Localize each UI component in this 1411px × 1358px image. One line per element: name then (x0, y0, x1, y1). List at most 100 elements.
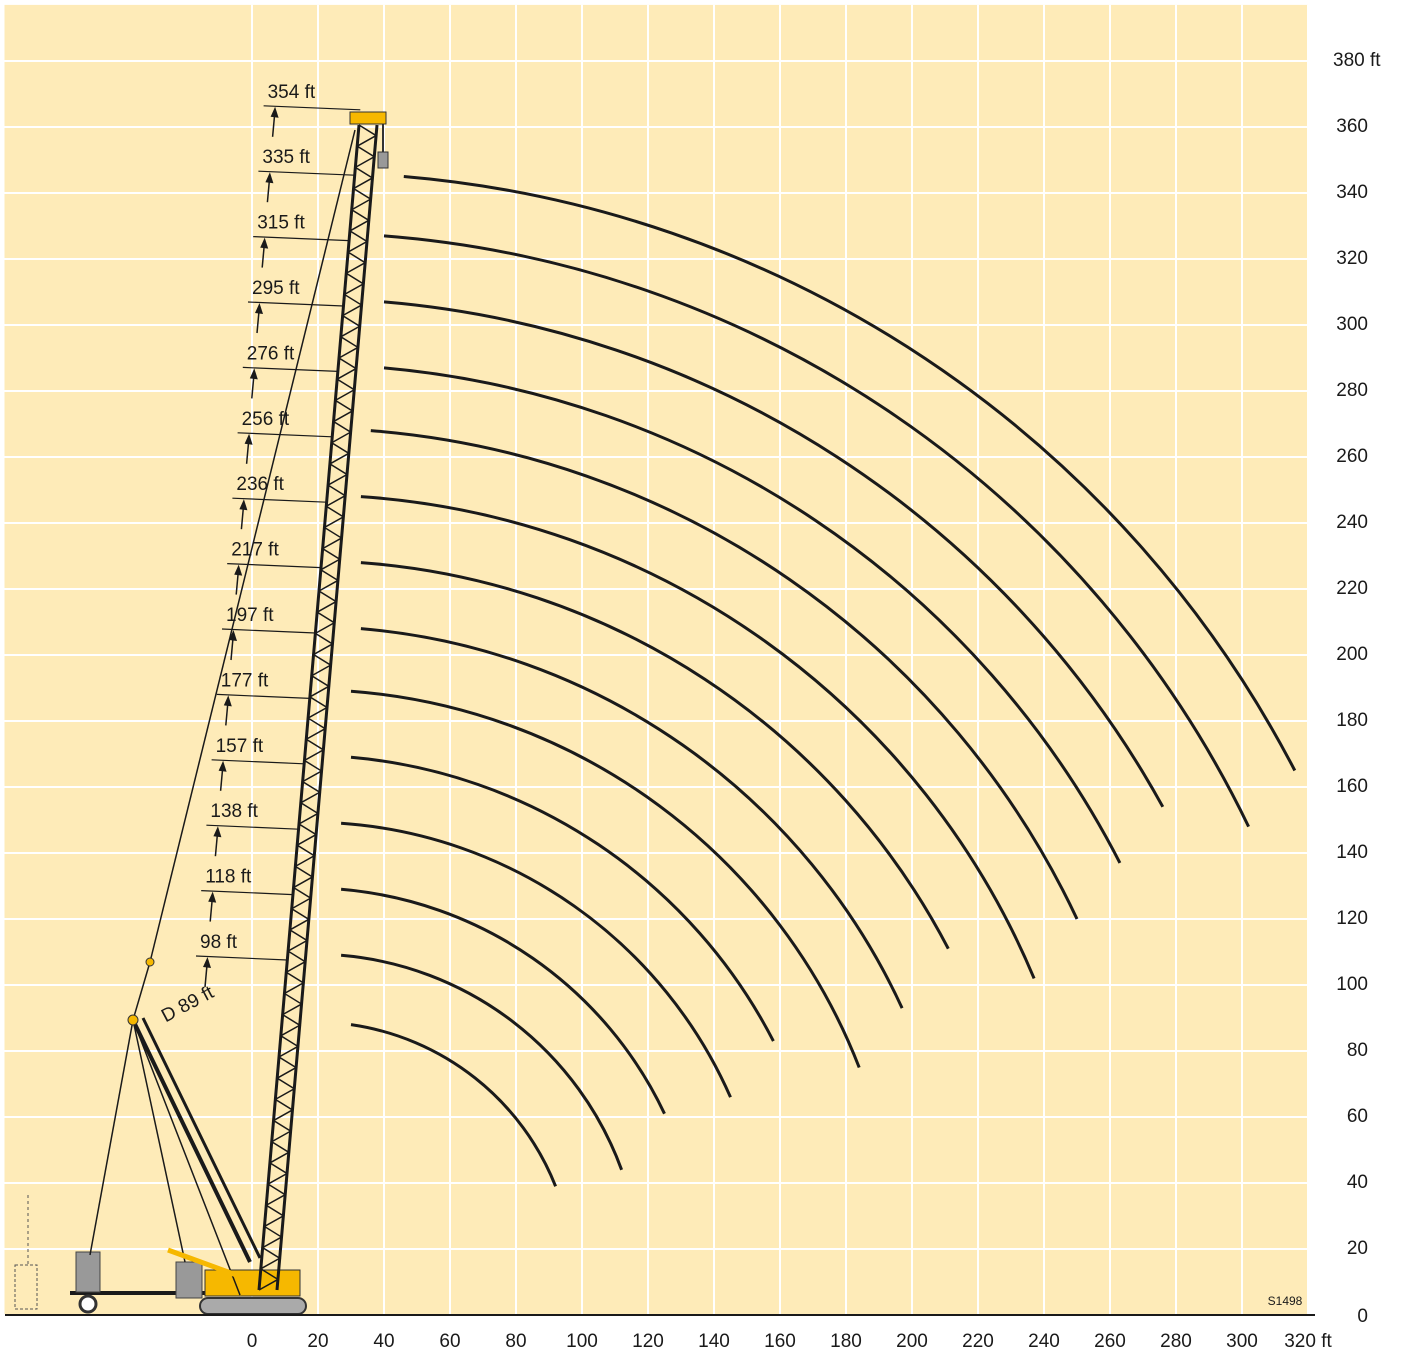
leader-line (211, 759, 305, 765)
x-tick-label: 260 (1094, 1331, 1126, 1352)
y-tick-label: 60 (1347, 1106, 1368, 1127)
arrow-head (234, 564, 243, 576)
boom-length-label: 157 ft (216, 736, 264, 757)
arrow (261, 245, 265, 268)
y-tick-label: 240 (1336, 512, 1368, 533)
arrow (230, 637, 234, 661)
arrow (204, 964, 208, 988)
y-tick-label: 360 (1336, 116, 1368, 137)
boom-length-label: 315 ft (257, 213, 305, 234)
arrow (219, 768, 224, 791)
x-tick-label: 0 (247, 1331, 258, 1352)
arrow (245, 441, 250, 464)
arrow-head (239, 499, 248, 511)
working-range-arc (403, 175, 1297, 772)
leader-line (221, 628, 316, 634)
hook-block (377, 151, 389, 169)
arrow (214, 834, 219, 857)
arrow-head (244, 433, 253, 445)
working-range-arc (370, 429, 1079, 920)
x-tick-label: 120 (632, 1331, 664, 1352)
arrow-head (203, 957, 211, 968)
y-tick-label: 40 (1347, 1172, 1368, 1193)
arrow (251, 376, 255, 399)
mast-head (127, 1014, 139, 1026)
arrow (240, 507, 245, 530)
y-tick-label: 180 (1336, 710, 1368, 731)
pendant (89, 1019, 134, 1256)
arrow-head (255, 303, 263, 314)
arrow-head (213, 826, 222, 838)
arrow-head (218, 760, 227, 772)
plot-background (4, 4, 1308, 1315)
boom-length-label: 197 ft (226, 605, 274, 626)
pendant (132, 1019, 186, 1263)
x-tick-label: 200 (896, 1331, 928, 1352)
x-tick-label: 180 (830, 1331, 862, 1352)
y-tick-label: 380 ft (1333, 50, 1381, 71)
working-range-arc (360, 627, 904, 1009)
x-tick-label: 60 (439, 1331, 460, 1352)
derrick-mast (141, 1017, 262, 1259)
leader-line (263, 105, 361, 111)
x-tick-label: 20 (307, 1331, 328, 1352)
arrow (271, 114, 276, 137)
drawing-code: S1498 (1268, 1294, 1303, 1308)
pendant (132, 961, 151, 1021)
leader-line (237, 432, 333, 438)
boom-length-label: 335 ft (262, 147, 310, 168)
leader-line (242, 366, 338, 372)
working-range-arc (383, 366, 1122, 864)
crawler (199, 1297, 307, 1315)
boom (257, 124, 379, 1291)
boom-length-label: 295 ft (252, 278, 300, 299)
boom-length-label: 98 ft (200, 932, 238, 953)
working-range-arc (350, 689, 861, 1069)
leader-line (206, 824, 299, 830)
y-tick-label: 280 (1336, 380, 1368, 401)
arrow-head (265, 172, 274, 184)
working-range-arc (340, 821, 732, 1098)
pendant (149, 129, 356, 963)
x-tick-label: 80 (505, 1331, 526, 1352)
x-tick-label: 40 (373, 1331, 394, 1352)
boom-length-label: 138 ft (210, 801, 258, 822)
boom-length-label: 354 ft (268, 82, 316, 103)
y-tick-label: 340 (1336, 182, 1368, 203)
working-range-arc (383, 234, 1250, 828)
x-tick-label: 320 ft (1284, 1331, 1332, 1352)
pendant (132, 1019, 241, 1296)
arrow-head (229, 630, 237, 641)
upper-carriage (204, 1269, 301, 1297)
boom-lattice (258, 124, 378, 1291)
counterweight (75, 1251, 101, 1293)
leader-line (258, 170, 355, 176)
leader-line (201, 890, 293, 896)
y-tick-label: 160 (1336, 776, 1368, 797)
working-ranges (340, 175, 1297, 1187)
working-range-arc (350, 755, 775, 1042)
y-tick-label: 120 (1336, 908, 1368, 929)
working-range-arc (383, 300, 1165, 808)
crane (14, 111, 389, 1315)
y-tick-label: 200 (1336, 644, 1368, 665)
arrow-head (260, 237, 269, 249)
y-tick-label: 300 (1336, 314, 1368, 335)
y-tick-label: 80 (1347, 1040, 1368, 1061)
arrow-head (223, 695, 232, 707)
x-tick-label: 160 (764, 1331, 796, 1352)
y-tick-label: 260 (1336, 446, 1368, 467)
boom-chord (257, 124, 361, 1291)
boom-head (349, 111, 387, 125)
boom-length-label: 236 ft (236, 474, 284, 495)
y-tick-label: 140 (1336, 842, 1368, 863)
ballast-outline (14, 1264, 38, 1310)
y-tick-label: 320 (1336, 248, 1368, 269)
x-tick-label: 280 (1160, 1331, 1192, 1352)
arrow (235, 572, 239, 595)
x-tick-label: 100 (566, 1331, 598, 1352)
leader-line (232, 497, 327, 503)
x-tick-label: 220 (962, 1331, 994, 1352)
mast-head (145, 957, 155, 967)
leader-line (247, 301, 344, 307)
